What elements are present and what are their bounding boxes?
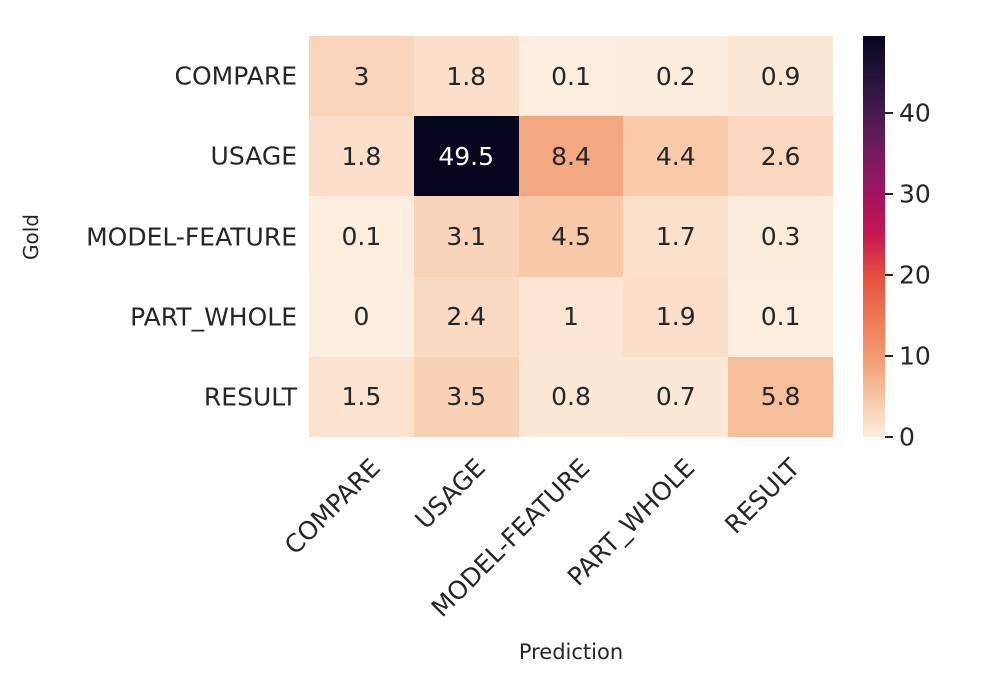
colorbar-tick-mark <box>885 436 893 438</box>
x-tick-label: USAGE <box>409 453 491 535</box>
y-tick-label: PART_WHOLE <box>130 302 297 332</box>
heatmap-cell: 0.1 <box>728 276 833 357</box>
x-tick-label: RESULT <box>718 453 806 540</box>
heatmap-cell: 1 <box>518 276 624 357</box>
heatmap-cell: 8.4 <box>518 116 624 197</box>
heatmap-cell: 1.5 <box>309 356 414 437</box>
heatmap-cell: 1.8 <box>309 116 414 197</box>
heatmap-cell: 0.7 <box>623 356 729 437</box>
heatmap-cell: 0.1 <box>309 196 414 277</box>
colorbar-tick-label: 40 <box>899 98 931 128</box>
x-axis-label: Prediction <box>518 640 624 664</box>
colorbar-tick-label: 30 <box>899 179 931 209</box>
heatmap-cell: 4.4 <box>623 116 729 197</box>
colorbar-tick-mark <box>885 354 893 357</box>
heatmap-cell: 0 <box>309 276 414 357</box>
heatmap-grid: 3 1.8 0.1 0.2 0.9 1.8 49.5 8.4 4.4 2.6 0.1 3.1 4.5 1.… <box>309 36 833 437</box>
colorbar-tick-mark <box>885 111 893 114</box>
heatmap-cell: 0.1 <box>518 36 624 117</box>
y-tick-label: USAGE <box>210 141 297 171</box>
heatmap-cell: 0.9 <box>728 36 833 117</box>
colorbar-tick-label: 0 <box>899 422 915 452</box>
heatmap-cell: 49.5 <box>413 116 519 197</box>
colorbar-tick-label: 10 <box>899 341 931 371</box>
y-tick-label: COMPARE <box>174 61 297 91</box>
colorbar-tick-mark <box>885 192 893 195</box>
heatmap-cell: 2.6 <box>728 116 833 197</box>
heatmap-cell: 1.9 <box>623 276 729 357</box>
heatmap-cell: 4.5 <box>518 196 624 277</box>
heatmap-cell: 3.1 <box>413 196 519 277</box>
colorbar <box>863 36 885 437</box>
y-tick-label: MODEL-FEATURE <box>86 222 297 251</box>
heatmap-cell: 3.5 <box>413 356 519 437</box>
heatmap-cell: 0.3 <box>728 196 833 277</box>
colorbar-tick-mark <box>885 273 893 276</box>
y-tick-label: RESULT <box>203 382 297 412</box>
heatmap-cell: 1.7 <box>623 196 729 277</box>
heatmap-cell: 3 <box>309 36 414 117</box>
colorbar-tick-label: 20 <box>899 260 931 290</box>
heatmap-cell: 5.8 <box>728 356 833 437</box>
heatmap-cell: 0.2 <box>623 36 729 117</box>
heatmap-cell: 1.8 <box>413 36 519 117</box>
y-axis-label: Gold <box>19 214 43 260</box>
heatmap-cell: 0.8 <box>518 356 624 437</box>
x-tick-label: COMPARE <box>278 453 386 561</box>
heatmap-cell: 2.4 <box>413 276 519 357</box>
